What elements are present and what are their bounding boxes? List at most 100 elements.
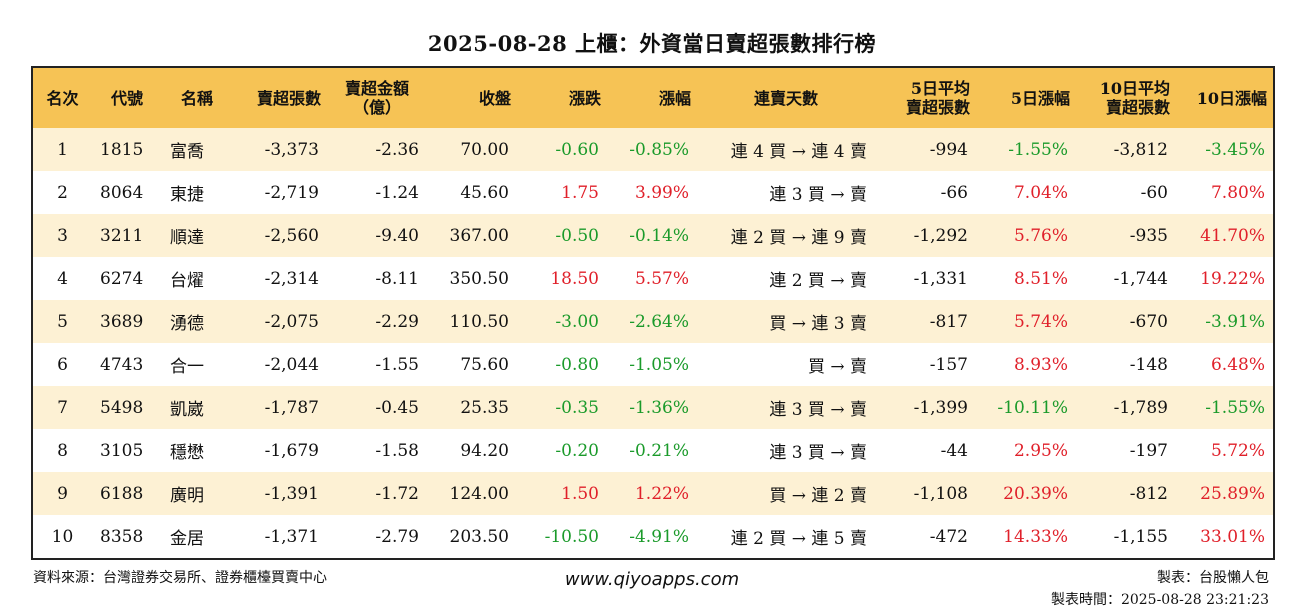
cell-change: 18.50 — [517, 257, 607, 300]
header-sell-amount: 賣超金額 （億） — [327, 67, 427, 128]
cell-rank: 8 — [32, 429, 92, 472]
cell-pct: 3.99% — [607, 171, 697, 214]
header-sell-amount-line2: （億） — [352, 98, 401, 117]
cell-pct: -0.14% — [607, 214, 697, 257]
website-link[interactable]: www.qiyoapps.com — [564, 569, 740, 590]
header-code: 代號 — [92, 67, 162, 128]
cell-change: -0.20 — [517, 429, 607, 472]
cell-change: 1.75 — [517, 171, 607, 214]
table-header-row: 名次 代號 名稱 賣超張數 賣超金額 （億） 收盤 漲跌 漲幅 連賣天數 5日平均… — [32, 67, 1274, 128]
cell-rank: 6 — [32, 343, 92, 386]
cell-avg5: -994 — [875, 128, 976, 171]
cell-rank: 3 — [32, 214, 92, 257]
header-pct10: 10日漲幅 — [1176, 67, 1274, 128]
cell-pct10: -1.55% — [1176, 386, 1274, 429]
table-row: 5 3689 湧德 -2,075 -2.29 110.50 -3.00 -2.64% 買 → 連… — [32, 300, 1274, 343]
cell-rank: 7 — [32, 386, 92, 429]
cell-sell-amount: -1.58 — [327, 429, 427, 472]
cell-sell-shares: -2,719 — [232, 171, 327, 214]
cell-change: -0.80 — [517, 343, 607, 386]
cell-code: 8358 — [92, 515, 162, 559]
cell-pct10: 6.48% — [1176, 343, 1274, 386]
cell-avg5: -817 — [875, 300, 976, 343]
cell-code: 6274 — [92, 257, 162, 300]
cell-code: 3105 — [92, 429, 162, 472]
cell-streak: 連 3 買 → 賣 — [697, 429, 875, 472]
cell-pct5: 14.33% — [976, 515, 1076, 559]
cell-name: 台燿 — [162, 257, 232, 300]
cell-sell-shares: -2,044 — [232, 343, 327, 386]
cell-sell-amount: -2.29 — [327, 300, 427, 343]
cell-code: 5498 — [92, 386, 162, 429]
cell-sell-shares: -2,075 — [232, 300, 327, 343]
cell-close: 75.60 — [427, 343, 517, 386]
table-row: 8 3105 穩懋 -1,679 -1.58 94.20 -0.20 -0.21% 連 3 買 … — [32, 429, 1274, 472]
cell-avg10: -60 — [1076, 171, 1176, 214]
cell-rank: 2 — [32, 171, 92, 214]
cell-pct: 1.22% — [607, 472, 697, 515]
cell-change: 1.50 — [517, 472, 607, 515]
cell-streak: 買 → 連 3 賣 — [697, 300, 875, 343]
cell-sell-amount: -1.24 — [327, 171, 427, 214]
cell-name: 湧德 — [162, 300, 232, 343]
cell-avg10: -1,789 — [1076, 386, 1176, 429]
cell-avg5: -1,331 — [875, 257, 976, 300]
cell-rank: 9 — [32, 472, 92, 515]
cell-streak: 連 2 買 → 賣 — [697, 257, 875, 300]
cell-streak: 連 2 買 → 連 5 賣 — [697, 515, 875, 559]
header-avg5-line1: 5日平均 — [910, 79, 970, 98]
cell-change: -0.60 — [517, 128, 607, 171]
table-row: 4 6274 台燿 -2,314 -8.11 350.50 18.50 5.57% 連 2 買 … — [32, 257, 1274, 300]
cell-pct5: 8.51% — [976, 257, 1076, 300]
header-streak: 連賣天數 — [697, 67, 875, 128]
cell-pct10: -3.91% — [1176, 300, 1274, 343]
cell-sell-shares: -2,560 — [232, 214, 327, 257]
table-row: 9 6188 廣明 -1,391 -1.72 124.00 1.50 1.22% 買 → 連 2… — [32, 472, 1274, 515]
cell-name: 東捷 — [162, 171, 232, 214]
cell-sell-amount: -9.40 — [327, 214, 427, 257]
cell-streak: 買 → 連 2 賣 — [697, 472, 875, 515]
cell-pct10: 25.89% — [1176, 472, 1274, 515]
cell-avg5: -1,108 — [875, 472, 976, 515]
data-source: 資料來源：台灣證券交易所、證券櫃檯買賣中心 — [33, 570, 327, 586]
cell-streak: 連 4 買 → 連 4 賣 — [697, 128, 875, 171]
cell-avg5: -66 — [875, 171, 976, 214]
cell-pct10: -3.45% — [1176, 128, 1274, 171]
cell-code: 1815 — [92, 128, 162, 171]
cell-code: 3211 — [92, 214, 162, 257]
cell-pct5: 5.74% — [976, 300, 1076, 343]
cell-close: 94.20 — [427, 429, 517, 472]
cell-avg10: -148 — [1076, 343, 1176, 386]
page-title: 2025-08-28 上櫃：外資當日賣超張數排行榜 — [427, 31, 877, 56]
cell-sell-amount: -2.79 — [327, 515, 427, 559]
sell-ranking-table: 名次 代號 名稱 賣超張數 賣超金額 （億） 收盤 漲跌 漲幅 連賣天數 5日平均… — [31, 66, 1275, 560]
header-avg5: 5日平均 賣超張數 — [875, 67, 976, 128]
cell-close: 110.50 — [427, 300, 517, 343]
cell-pct: -2.64% — [607, 300, 697, 343]
cell-streak: 連 3 買 → 賣 — [697, 171, 875, 214]
cell-rank: 5 — [32, 300, 92, 343]
cell-name: 合一 — [162, 343, 232, 386]
cell-avg5: -157 — [875, 343, 976, 386]
cell-close: 45.60 — [427, 171, 517, 214]
cell-close: 70.00 — [427, 128, 517, 171]
cell-streak: 連 3 買 → 賣 — [697, 386, 875, 429]
cell-avg5: -44 — [875, 429, 976, 472]
cell-avg10: -935 — [1076, 214, 1176, 257]
cell-close: 25.35 — [427, 386, 517, 429]
cell-pct10: 33.01% — [1176, 515, 1274, 559]
cell-name: 順達 — [162, 214, 232, 257]
header-avg10-line2: 賣超張數 — [1105, 98, 1170, 117]
cell-rank: 10 — [32, 515, 92, 559]
cell-sell-shares: -1,787 — [232, 386, 327, 429]
generated-time: 製表時間：2025-08-28 23:21:23 — [1050, 592, 1269, 608]
cell-rank: 4 — [32, 257, 92, 300]
cell-avg5: -1,292 — [875, 214, 976, 257]
cell-sell-amount: -1.72 — [327, 472, 427, 515]
cell-code: 4743 — [92, 343, 162, 386]
cell-pct10: 19.22% — [1176, 257, 1274, 300]
cell-sell-amount: -8.11 — [327, 257, 427, 300]
header-sell-shares: 賣超張數 — [232, 67, 327, 128]
cell-name: 凱崴 — [162, 386, 232, 429]
header-close: 收盤 — [427, 67, 517, 128]
